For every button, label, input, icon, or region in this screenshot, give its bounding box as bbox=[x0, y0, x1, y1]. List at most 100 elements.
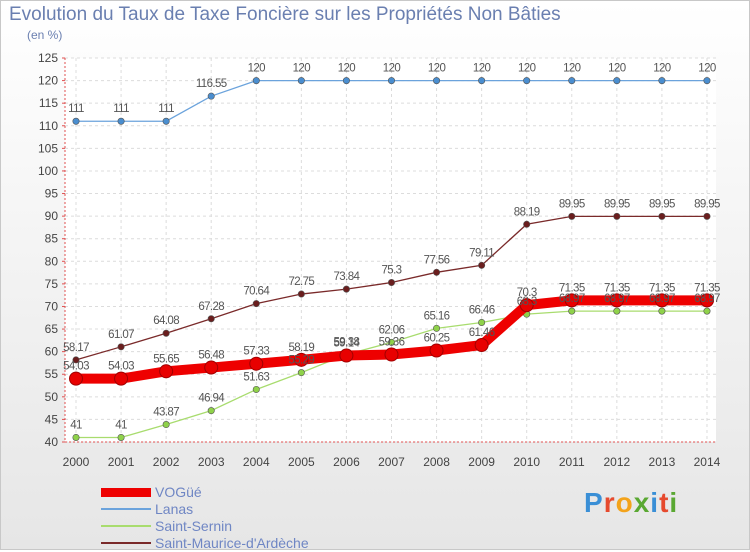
series-0-data-label: 71.35 bbox=[604, 282, 630, 294]
series-1-point bbox=[162, 117, 170, 125]
y-tick-label: 90 bbox=[45, 209, 59, 223]
series-3-point bbox=[207, 315, 215, 323]
series-2-point bbox=[297, 369, 305, 377]
series-1-data-label: 120 bbox=[383, 63, 401, 75]
series-3-data-label: 89.95 bbox=[649, 198, 675, 210]
series-0-data-label: 56.48 bbox=[198, 350, 224, 362]
series-1-point bbox=[478, 77, 486, 85]
series-1-data-label: 120 bbox=[338, 63, 356, 75]
x-tick-label: 2008 bbox=[423, 455, 450, 469]
y-tick-label: 45 bbox=[45, 412, 59, 426]
series-3-point bbox=[523, 220, 531, 228]
series-1-data-label: 120 bbox=[653, 63, 671, 75]
plot-area bbox=[65, 58, 716, 442]
x-tick-label: 2009 bbox=[468, 455, 495, 469]
x-tick-label: 2013 bbox=[649, 455, 676, 469]
series-2-point bbox=[207, 407, 215, 415]
series-0-data-label: 54.03 bbox=[63, 361, 89, 373]
series-1-data-label: 120 bbox=[608, 63, 626, 75]
series-0-point bbox=[564, 293, 579, 308]
series-0-point bbox=[609, 293, 624, 308]
series-1-data-label: 120 bbox=[518, 63, 536, 75]
series-0-point bbox=[519, 298, 534, 313]
series-2-data-label: 68.97 bbox=[559, 293, 585, 305]
x-tick-label: 2014 bbox=[694, 455, 721, 469]
series-3-data-label: 70.64 bbox=[243, 286, 270, 298]
series-3-data-label: 58.17 bbox=[63, 342, 89, 354]
series-2-point bbox=[613, 307, 621, 315]
y-tick-label: 110 bbox=[39, 119, 58, 133]
legend-label: Lanas bbox=[155, 501, 194, 517]
series-0-data-label: 59.36 bbox=[379, 337, 405, 349]
logo-letter: r bbox=[603, 487, 616, 518]
series-3-point bbox=[297, 290, 305, 298]
legend-swatch bbox=[101, 487, 151, 497]
series-2-data-label: 59.38 bbox=[334, 336, 360, 348]
series-1-data-label: 120 bbox=[563, 63, 581, 75]
x-tick-label: 2003 bbox=[198, 455, 225, 469]
y-tick-label: 50 bbox=[45, 390, 59, 404]
series-0-point bbox=[294, 352, 309, 367]
series-1-data-label: 120 bbox=[428, 63, 446, 75]
logo-letter: i bbox=[650, 487, 660, 518]
series-1-point bbox=[523, 77, 531, 85]
series-3-data-label: 89.95 bbox=[694, 198, 720, 210]
series-0-data-label: 61.46 bbox=[469, 327, 495, 339]
series-0-point bbox=[114, 371, 129, 386]
series-2-data-label: 68.3 bbox=[517, 296, 537, 308]
series-3-data-label: 72.75 bbox=[288, 276, 314, 288]
series-2-point bbox=[478, 318, 486, 326]
x-tick-label: 2001 bbox=[108, 455, 135, 469]
series-0-point bbox=[654, 293, 669, 308]
series-1-data-label: 111 bbox=[158, 103, 174, 115]
series-3-point bbox=[613, 212, 621, 220]
logo-letter: i bbox=[669, 487, 679, 518]
series-0-point bbox=[699, 293, 714, 308]
x-tick-label: 2005 bbox=[288, 455, 315, 469]
series-3-point bbox=[433, 268, 441, 276]
series-2-point bbox=[252, 385, 260, 393]
series-2-point bbox=[387, 338, 395, 346]
x-tick-label: 2010 bbox=[513, 455, 540, 469]
series-3-data-label: 79.11 bbox=[469, 247, 494, 259]
series-3-point bbox=[117, 343, 125, 351]
series-2-point bbox=[162, 421, 170, 429]
series-2-point bbox=[703, 307, 711, 315]
series-0-data-label: 59.14 bbox=[334, 338, 361, 350]
y-tick-label: 80 bbox=[45, 254, 59, 268]
unit-label: (en %) bbox=[27, 28, 63, 42]
series-0-data-label: 71.35 bbox=[694, 282, 720, 294]
series-1-point bbox=[72, 117, 80, 125]
x-tick-label: 2006 bbox=[333, 455, 360, 469]
logo-letter: t bbox=[659, 487, 670, 518]
series-2-data-label: 46.94 bbox=[198, 393, 225, 405]
y-tick-label: 55 bbox=[45, 367, 59, 381]
series-3-point bbox=[658, 212, 666, 220]
series-1-data-label: 120 bbox=[293, 63, 311, 75]
y-tick-label: 120 bbox=[38, 74, 58, 88]
series-3-data-label: 88.19 bbox=[514, 206, 540, 218]
series-0-data-label: 55.65 bbox=[153, 353, 179, 365]
x-tick-label: 2002 bbox=[153, 455, 180, 469]
series-0-point bbox=[69, 371, 83, 386]
series-2-data-label: 68.97 bbox=[649, 293, 675, 305]
series-2-data-label: 62.06 bbox=[379, 324, 405, 336]
logo-letter: o bbox=[615, 487, 634, 518]
series-3-data-label: 77.56 bbox=[424, 254, 450, 266]
series-2-data-label: 55.29 bbox=[288, 355, 314, 367]
series-2-data-label: 68.97 bbox=[694, 293, 720, 305]
series-3-point bbox=[387, 279, 395, 287]
series-1-point bbox=[703, 77, 711, 85]
legend-swatch bbox=[101, 542, 151, 544]
series-0-point bbox=[474, 338, 489, 353]
y-tick-label: 95 bbox=[45, 187, 59, 201]
series-1-data-label: 111 bbox=[113, 103, 129, 115]
series-3-point bbox=[72, 356, 80, 364]
x-tick-label: 2011 bbox=[559, 455, 585, 469]
series-2-data-label: 41 bbox=[70, 419, 82, 431]
series-3-point bbox=[478, 261, 486, 269]
series-3-data-label: 75.3 bbox=[381, 265, 401, 277]
y-tick-label: 75 bbox=[45, 277, 59, 291]
series-0-point bbox=[159, 364, 174, 379]
y-tick-label: 60 bbox=[45, 345, 59, 359]
